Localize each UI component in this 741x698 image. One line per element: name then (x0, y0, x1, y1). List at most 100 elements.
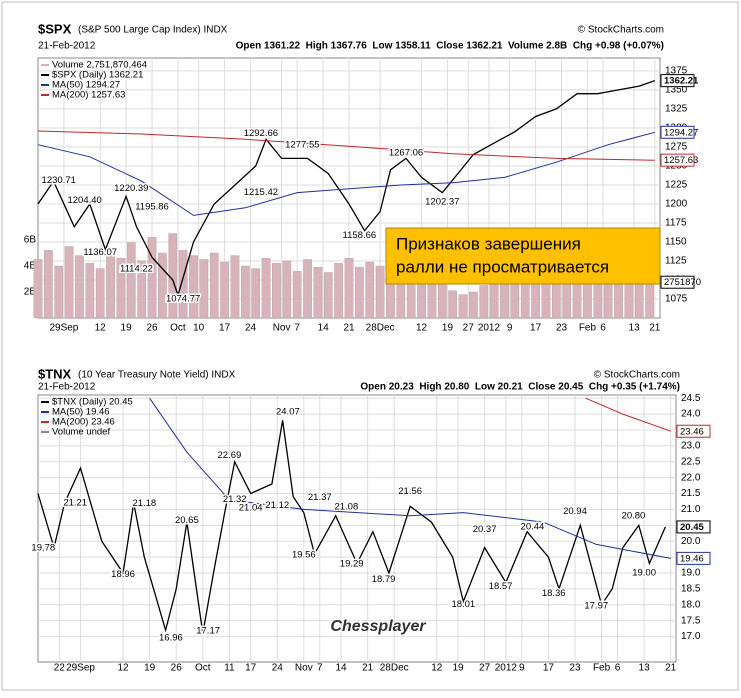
x-tick-label: 6 (615, 663, 621, 674)
legend-entry: MA(200) 1257.63 (52, 90, 125, 101)
note-box (385, 227, 661, 285)
legend-swatch (41, 421, 49, 423)
date: 21-Feb-2012 (38, 41, 96, 52)
legend-entry: $TNX (Daily) 20.45 (52, 397, 133, 408)
x-tick-label: 7 (294, 323, 300, 334)
annotation: 21.56 (398, 486, 422, 497)
chart-subtitle: (S&P 500 Large Cap Index) INDX (78, 25, 228, 36)
volume-bar (355, 267, 364, 319)
volume-bar (33, 259, 43, 319)
annotation: 21.32 (223, 494, 247, 505)
annotation: 20.94 (563, 506, 587, 517)
annotation: 18.57 (489, 581, 513, 592)
y-tick-label: 1350 (665, 85, 688, 96)
source: © StockCharts.com (594, 370, 680, 381)
x-tick-label: 24 (245, 323, 257, 334)
volume-bar (178, 250, 188, 319)
source: © StockCharts.com (578, 25, 664, 36)
x-tick-label: 9 (507, 323, 513, 334)
annotation: 21.21 (63, 497, 87, 508)
legend-entry: MA(50) 1294.27 (52, 80, 120, 91)
annotation: 1202.37 (425, 197, 459, 208)
volume-bar (106, 252, 115, 319)
price-tag (676, 520, 711, 534)
volume-bar (375, 265, 385, 319)
volume-bar (209, 252, 219, 319)
y-tick-label: 1200 (665, 199, 688, 210)
annotation: 20.65 (175, 515, 199, 526)
annotation: 20.80 (622, 510, 646, 521)
volume-tick-label: 6B (24, 235, 37, 246)
legend-swatch (41, 84, 49, 86)
x-tick-label: Feb (579, 323, 597, 334)
volume-bar (230, 255, 240, 319)
legend-swatch (41, 74, 49, 76)
annotation: 20.37 (473, 524, 497, 535)
annotation: 20.44 (521, 522, 545, 533)
y-tick-label: 17.0 (681, 631, 701, 642)
y-tick-label: 18.5 (681, 584, 701, 595)
volume-bar (85, 263, 95, 319)
x-tick-label: 17 (245, 663, 257, 674)
volume-bar (365, 261, 375, 319)
annotation: 21.37 (308, 492, 332, 503)
x-tick-label: 6 (600, 323, 606, 334)
legend-entry: MA(200) 23.46 (52, 417, 115, 428)
legend-entry: Volume 2,751,870,464 (52, 60, 147, 71)
price-tag (676, 551, 711, 565)
volume-bar (282, 260, 292, 319)
volume-bar (272, 263, 281, 319)
volume-bar (479, 285, 489, 319)
x-tick-label: 19 (442, 323, 454, 334)
price-tag (660, 125, 695, 139)
volume-tick-label: 2B (24, 287, 37, 298)
y-tick-label: 18.0 (681, 599, 701, 610)
annotation: 1114.22 (120, 264, 153, 275)
annotation: 16.96 (159, 632, 183, 643)
plot-area (37, 394, 677, 663)
volume-bar (147, 237, 157, 319)
annotation: 1074.77 (166, 294, 200, 305)
x-tick-label: 17 (530, 323, 542, 334)
legend-swatch (41, 411, 49, 413)
y-tick-label: 21.5 (681, 488, 701, 499)
note-text: Признаков завершения (396, 234, 581, 253)
x-tick-label: 22 (54, 663, 66, 674)
quote: Open 20.23 High 20.80 Low 20.21 Close 20… (360, 382, 680, 393)
volume-bar (251, 268, 261, 319)
x-tick-label: 2012 (478, 323, 501, 334)
x-tick-label: 19 (452, 663, 464, 674)
price-tag-label: 1362.21 (664, 76, 699, 87)
y-tick-label: 17.5 (681, 615, 701, 626)
volume-bar (158, 252, 167, 319)
moving-average (149, 397, 671, 559)
y-tick-label: 1225 (665, 180, 688, 191)
x-tick-label: 12 (416, 323, 428, 334)
y-tick-label: 1150 (665, 237, 687, 248)
y-tick-label: 19.0 (681, 568, 701, 579)
annotation: 19.56 (292, 550, 316, 561)
price-tag-label: 2751870 (664, 277, 701, 288)
volume-bar (126, 242, 136, 319)
volume-bar (469, 291, 478, 319)
price-tag-label: 1257.63 (664, 155, 698, 166)
annotation: 1215.42 (244, 187, 278, 198)
annotation: 18.96 (111, 569, 135, 580)
x-tick-label: Oct (195, 663, 211, 674)
x-tick-label: Oct (170, 323, 186, 334)
price-line (37, 420, 666, 634)
volume-bar (334, 263, 343, 319)
x-tick-label: 23 (556, 323, 568, 334)
date: 21-Feb-2012 (38, 382, 96, 393)
y-tick-label: 1075 (665, 294, 688, 305)
x-tick-label: 24 (272, 663, 284, 674)
watermark: Chessplayer (330, 618, 426, 635)
annotation: 1277.55 (285, 140, 319, 151)
volume-bar (313, 267, 323, 319)
quote: Open 1361.22 High 1367.76 Low 1358.11 Cl… (236, 41, 664, 52)
moving-average (585, 397, 671, 432)
x-tick-label: 23 (569, 663, 581, 674)
x-tick-label: 2012 (495, 663, 518, 674)
annotation: 18.36 (542, 588, 566, 599)
x-tick-label: 27 (479, 663, 491, 674)
